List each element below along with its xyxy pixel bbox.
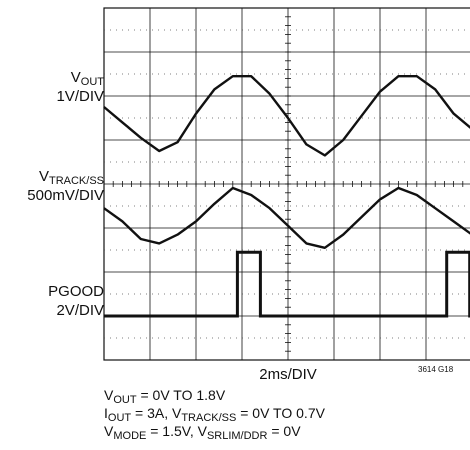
track-label: VTRACK/SS: [38, 168, 104, 187]
caption-line-3: VMODE = 1.5V, VSRLIM/DDR = 0V: [104, 423, 301, 442]
figure-number: 3614 G18: [418, 365, 454, 374]
trace-pgood: [104, 250, 470, 318]
pgood-label: PGOOD: [48, 283, 104, 300]
trace-vtrack-ss: [103, 186, 470, 250]
graticule-grid: [103, 7, 470, 361]
pgood-scale-label: 2V/DIV: [56, 302, 104, 319]
x-axis-label: 2ms/DIV: [259, 366, 317, 383]
trace-vout: [103, 74, 470, 157]
traces: [103, 74, 470, 318]
caption-line-1: VOUT = 0V TO 1.8V: [104, 387, 226, 406]
vout-scale-label: 1V/DIV: [56, 88, 104, 105]
vout-label: VOUT: [70, 69, 104, 88]
track-scale-label: 500mV/DIV: [27, 187, 104, 204]
caption-line-2: IOUT = 3A, VTRACK/SS = 0V TO 0.7V: [104, 405, 325, 424]
